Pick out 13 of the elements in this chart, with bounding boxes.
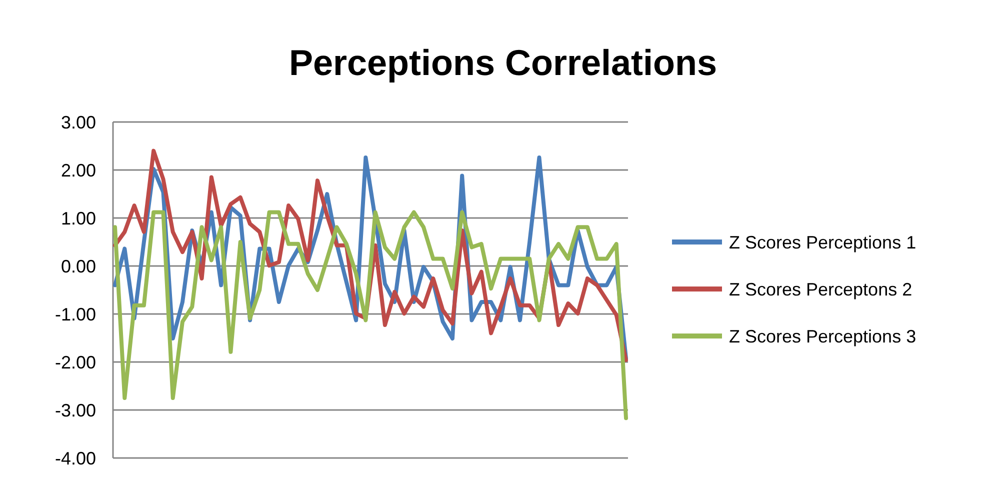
line-series bbox=[113, 210, 628, 420]
y-tick-label: -4.00 bbox=[54, 448, 96, 468]
y-tick-label: -1.00 bbox=[54, 304, 96, 324]
y-tick-label: 1.00 bbox=[60, 208, 96, 228]
y-tick-label: 0.00 bbox=[60, 256, 96, 276]
y-tick-label: 2.00 bbox=[60, 160, 96, 180]
legend-label: Z Scores Perceptons 2 bbox=[729, 279, 912, 300]
chart-title: Perceptions Correlations bbox=[288, 42, 718, 83]
y-tick-label: -2.00 bbox=[54, 352, 96, 372]
legend-label: Z Scores Perceptions 3 bbox=[729, 326, 916, 346]
y-tick-label: -3.00 bbox=[54, 400, 96, 420]
legend-label: Z Scores Perceptions 1 bbox=[729, 232, 916, 252]
y-tick-label: 3.00 bbox=[60, 112, 96, 132]
